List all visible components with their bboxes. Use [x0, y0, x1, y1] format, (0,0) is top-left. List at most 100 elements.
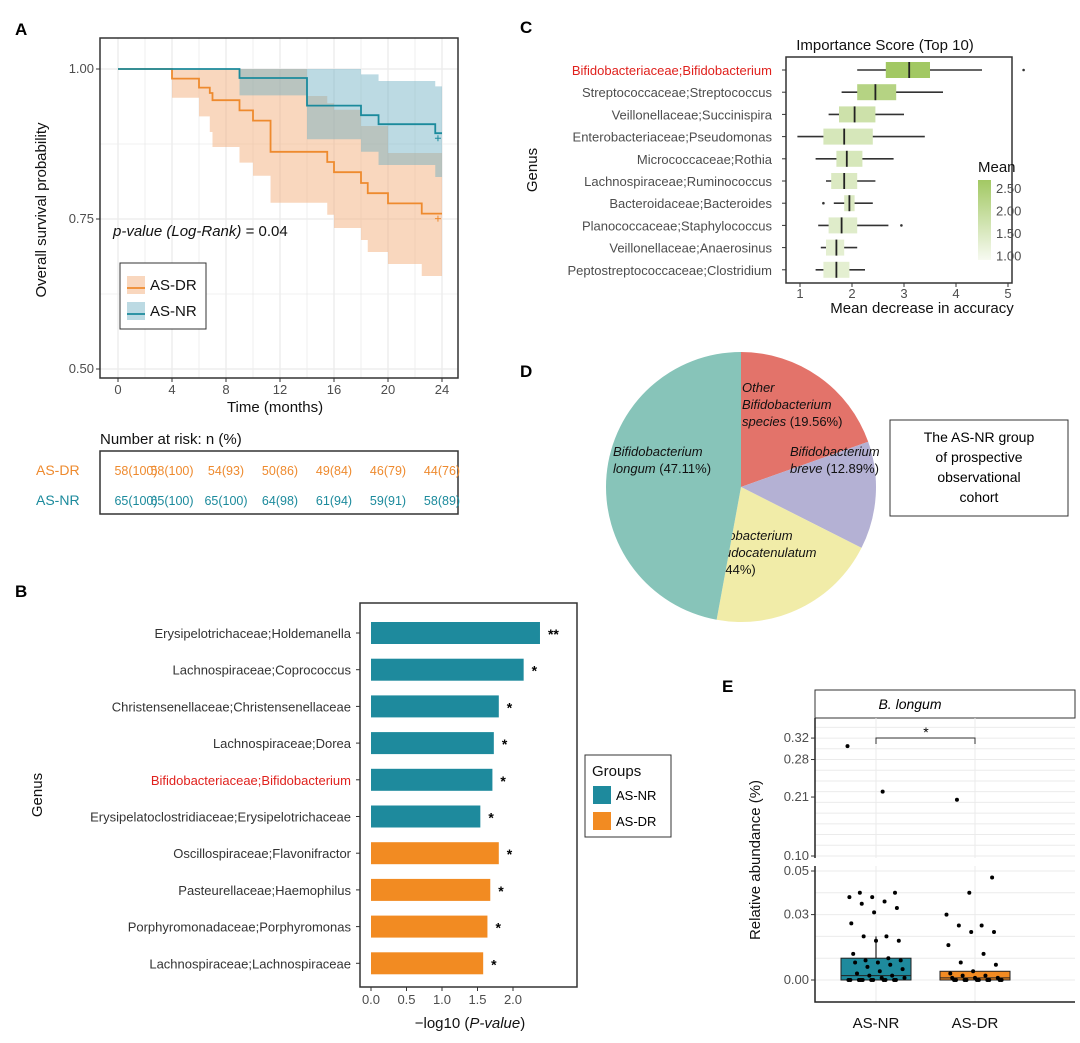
data-point — [871, 978, 876, 982]
data-point — [956, 923, 961, 928]
panel-label: B — [15, 582, 27, 601]
data-point — [849, 921, 854, 926]
km-legend — [119, 262, 207, 330]
x-tick-label: 4 — [952, 286, 959, 301]
legend-swatch — [127, 302, 145, 320]
category-label: Lachnospiraceae;Lachnospiraceae — [149, 956, 351, 971]
data-point — [999, 978, 1004, 982]
bar-plot-border — [359, 602, 578, 988]
data-point — [845, 744, 850, 749]
pie-slice — [716, 487, 862, 623]
risk-row-label: AS-NR — [36, 492, 80, 508]
data-point — [883, 978, 888, 982]
bar-AS-DR — [371, 915, 488, 938]
chart-title: Importance Score (Top 10) — [796, 37, 974, 54]
pvalue-annotation: p-value (Log-Rank) = 0.04 — [112, 223, 288, 240]
pie-slice — [741, 352, 869, 487]
significance-label: * — [532, 663, 538, 679]
censor-mark — [434, 135, 441, 142]
significance-label: * — [498, 883, 504, 899]
category-label: Oscillospiraceae;Flavonifractor — [173, 846, 351, 861]
x-tick-label: 12 — [273, 382, 287, 397]
category-label: Erysipelotrichaceae;Holdemanella — [154, 626, 351, 641]
data-point — [946, 943, 951, 948]
bar-AS-DR — [371, 952, 484, 975]
y-tick-label: 0.00 — [784, 972, 809, 987]
data-point — [848, 978, 853, 982]
confidence-band-AS-NR — [118, 69, 442, 177]
risk-cell: 58(100) — [150, 464, 193, 478]
box — [836, 150, 863, 167]
pie-slice-label: Other Bifidobacterium species (19.56%) — [742, 380, 842, 429]
legend-label: AS-DR — [150, 277, 197, 294]
pie-slice-label: Bifidobacterium longum (47.11%) — [613, 444, 711, 476]
bar-AS-NR — [371, 805, 481, 828]
risk-row-label: AS-DR — [36, 462, 80, 478]
km-plot-border — [99, 37, 459, 379]
x-tick-label: 20 — [381, 382, 395, 397]
data-point — [863, 958, 868, 963]
x-tick-label: 0.0 — [362, 992, 380, 1007]
data-point — [979, 923, 984, 928]
category-label: Veillonellaceae;Succinispira — [612, 107, 773, 122]
data-point — [867, 973, 872, 978]
cohort-note-text: cohort — [960, 489, 999, 505]
box — [839, 106, 876, 123]
category-label: Planococcaceae;Staphylococcus — [582, 218, 773, 233]
panel-label: D — [520, 362, 532, 381]
risk-cell: 65(100) — [114, 494, 157, 508]
y-axis-title: Genus — [524, 148, 541, 192]
data-point — [954, 978, 958, 982]
risk-cell: 50(86) — [262, 464, 298, 478]
cohort-note-box — [889, 419, 1069, 517]
data-point — [865, 964, 870, 969]
outlier-point — [1022, 68, 1025, 72]
significance-label: * — [488, 810, 494, 826]
significance-label: * — [923, 724, 929, 740]
data-point — [880, 789, 885, 794]
x-tick-label: 0 — [114, 382, 121, 397]
x-tick-label: 24 — [435, 382, 449, 397]
data-point — [890, 973, 895, 978]
data-point — [944, 912, 949, 917]
data-point — [969, 930, 974, 935]
data-point — [853, 960, 858, 965]
y-axis-title: Genus — [29, 773, 46, 817]
risk-table — [99, 450, 459, 515]
category-label: Veillonellaceae;Anaerosinus — [609, 241, 772, 256]
significance-label: * — [507, 846, 513, 862]
data-point — [888, 962, 893, 967]
box — [885, 62, 930, 78]
data-point — [877, 969, 882, 974]
data-point — [981, 951, 986, 956]
category-label: Bifidobacteriaceae;Bifidobacterium — [151, 773, 351, 788]
category-label: Lachnospiraceae;Dorea — [213, 736, 352, 751]
data-point — [870, 895, 875, 900]
y-tick-label: 0.75 — [69, 211, 94, 226]
y-tick-label: 0.28 — [784, 752, 809, 767]
category-label: Micrococcaceae;Rothia — [637, 152, 773, 167]
x-axis-title: −log10 (P-value) — [415, 1015, 525, 1032]
risk-cell: 58(100) — [114, 464, 157, 478]
data-point — [874, 938, 878, 943]
risk-cell: 44(76) — [424, 464, 460, 478]
legend-label: AS-NR — [616, 788, 656, 803]
bar-AS-DR — [371, 878, 491, 901]
x-tick-label: 1.0 — [433, 992, 451, 1007]
x-axis-title: Time (months) — [227, 399, 323, 416]
data-point — [958, 960, 963, 965]
data-point — [875, 960, 880, 965]
data-point — [967, 890, 972, 895]
colorbar — [978, 180, 991, 260]
category-label: Bacteroidaceae;Bacteroides — [609, 196, 772, 211]
bar-AS-NR — [371, 622, 540, 644]
data-point — [992, 930, 996, 935]
x-tick-label: 2 — [848, 286, 855, 301]
bar-AS-NR — [371, 732, 494, 755]
significance-label: * — [495, 920, 501, 936]
data-point — [900, 967, 905, 972]
bar-AS-NR — [371, 695, 499, 718]
category-label: Porphyromonadaceae;Porphyromonas — [128, 920, 352, 935]
box — [857, 84, 897, 101]
